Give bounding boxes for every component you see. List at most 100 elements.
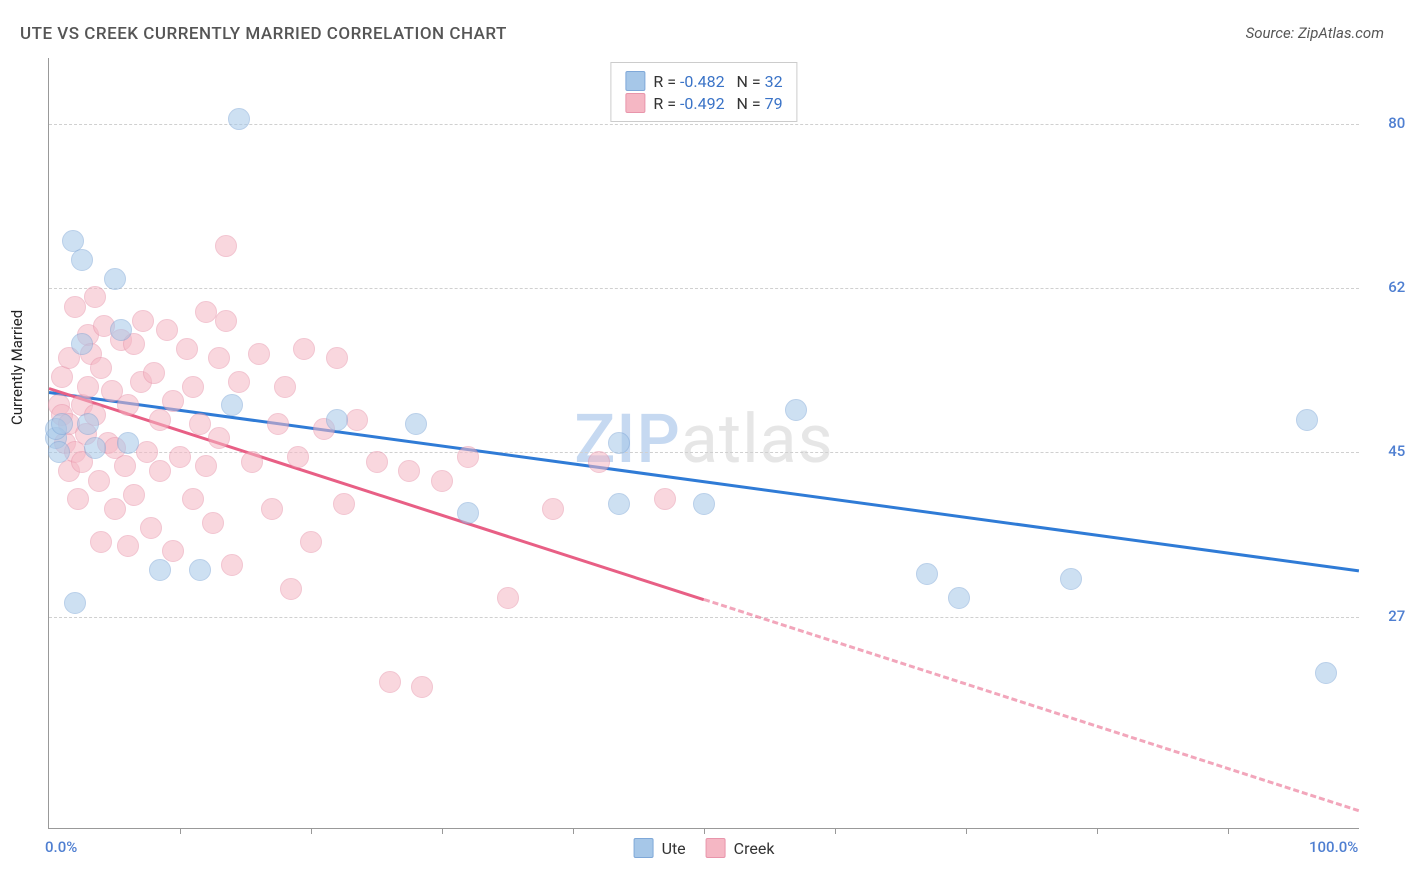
- creek-point: [542, 498, 564, 520]
- creek-point: [67, 488, 89, 510]
- creek-point: [90, 357, 112, 379]
- creek-point: [77, 376, 99, 398]
- watermark-atlas: atlas: [681, 399, 834, 479]
- creek-point: [149, 409, 171, 431]
- ute-point: [77, 413, 99, 435]
- creek-swatch: [625, 93, 645, 113]
- ute-point: [326, 409, 348, 431]
- creek-point: [346, 409, 368, 431]
- creek-point: [140, 517, 162, 539]
- source-attribution: Source: ZipAtlas.com: [1246, 24, 1384, 42]
- creek-point: [156, 319, 178, 341]
- ute-point: [916, 563, 938, 585]
- creek-point: [189, 413, 211, 435]
- ute-point: [104, 268, 126, 290]
- creek-trendline: [49, 387, 705, 601]
- creek-point: [136, 441, 158, 463]
- creek-point: [114, 455, 136, 477]
- x-tick: [1228, 828, 1229, 834]
- creek-point: [588, 451, 610, 473]
- ute-point: [608, 493, 630, 515]
- creek-point: [88, 470, 110, 492]
- ute-point: [948, 587, 970, 609]
- ute-point: [71, 333, 93, 355]
- series-legend: Ute Creek: [634, 838, 775, 858]
- ute-point: [189, 559, 211, 581]
- ute-point: [64, 592, 86, 614]
- creek-point: [117, 535, 139, 557]
- creek-point: [261, 498, 283, 520]
- ute-point: [71, 249, 93, 271]
- creek-point: [274, 376, 296, 398]
- y-axis-label: Currently Married: [8, 310, 26, 425]
- ute-point: [48, 441, 70, 463]
- ute-point: [608, 432, 630, 454]
- creek-point: [431, 470, 453, 492]
- creek-point: [176, 338, 198, 360]
- creek-point: [149, 460, 171, 482]
- creek-point: [280, 578, 302, 600]
- creek-point: [248, 343, 270, 365]
- creek-point: [457, 446, 479, 468]
- ute-point: [228, 108, 250, 130]
- x-tick: [704, 828, 705, 834]
- ute-swatch: [625, 71, 645, 91]
- creek-point: [379, 671, 401, 693]
- creek-point: [411, 676, 433, 698]
- creek-point: [215, 310, 237, 332]
- x-tick: [835, 828, 836, 834]
- creek-point: [132, 310, 154, 332]
- stats-text: R = -0.482 N = 32: [653, 72, 782, 91]
- creek-point: [333, 493, 355, 515]
- ute-point: [693, 493, 715, 515]
- creek-point: [366, 451, 388, 473]
- creek-point: [64, 296, 86, 318]
- x-tick: [311, 828, 312, 834]
- ute-swatch: [634, 838, 654, 858]
- chart-title: UTE VS CREEK CURRENTLY MARRIED CORRELATI…: [20, 24, 507, 44]
- x-axis-label: 100.0%: [1309, 838, 1358, 856]
- y-tick-label: 62.5%: [1369, 278, 1406, 296]
- creek-point: [202, 512, 224, 534]
- stats-row: R = -0.492 N = 79: [625, 93, 782, 113]
- x-tick: [442, 828, 443, 834]
- creek-point: [300, 531, 322, 553]
- creek-point: [241, 451, 263, 473]
- y-tick-label: 27.5%: [1369, 607, 1406, 625]
- creek-point: [162, 540, 184, 562]
- ute-point: [1060, 568, 1082, 590]
- y-tick-label: 80.0%: [1369, 114, 1406, 132]
- creek-point: [182, 488, 204, 510]
- creek-point: [143, 362, 165, 384]
- creek-point: [497, 587, 519, 609]
- ute-point: [117, 432, 139, 454]
- ute-trendline: [49, 391, 1359, 572]
- creek-trendline: [704, 598, 1360, 812]
- creek-point: [104, 498, 126, 520]
- stats-text: R = -0.492 N = 79: [653, 94, 782, 113]
- creek-point: [208, 427, 230, 449]
- creek-point: [123, 484, 145, 506]
- x-tick: [1097, 828, 1098, 834]
- creek-point: [267, 413, 289, 435]
- ute-point: [110, 319, 132, 341]
- creek-point: [221, 554, 243, 576]
- ute-point: [1315, 662, 1337, 684]
- ute-point: [405, 413, 427, 435]
- x-tick: [966, 828, 967, 834]
- creek-point: [654, 488, 676, 510]
- stats-row: R = -0.482 N = 32: [625, 71, 782, 91]
- ute-point: [1296, 409, 1318, 431]
- creek-point: [195, 455, 217, 477]
- ute-point: [51, 413, 73, 435]
- creek-point: [287, 446, 309, 468]
- creek-swatch: [706, 838, 726, 858]
- creek-point: [90, 531, 112, 553]
- legend-label: Creek: [734, 839, 775, 858]
- legend-item-ute: Ute: [634, 838, 686, 858]
- legend-label: Ute: [662, 839, 686, 858]
- creek-point: [293, 338, 315, 360]
- creek-point: [398, 460, 420, 482]
- creek-point: [228, 371, 250, 393]
- ute-point: [785, 399, 807, 421]
